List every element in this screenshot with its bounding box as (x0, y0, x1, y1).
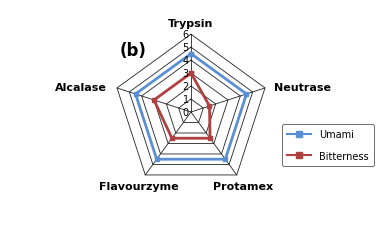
Text: (b): (b) (120, 41, 147, 59)
Text: 5: 5 (183, 43, 189, 53)
Text: 0: 0 (183, 108, 189, 117)
Text: 6: 6 (183, 30, 189, 40)
Text: Trypsin: Trypsin (168, 19, 214, 29)
Legend: Umami, Bitterness: Umami, Bitterness (282, 125, 374, 166)
Text: 3: 3 (183, 69, 189, 79)
Text: 2: 2 (183, 82, 189, 92)
Text: Alcalase: Alcalase (55, 82, 107, 92)
Text: 4: 4 (183, 56, 189, 66)
Text: Flavourzyme: Flavourzyme (99, 182, 179, 191)
Text: 1: 1 (183, 94, 189, 105)
Text: Neutrase: Neutrase (274, 82, 331, 92)
Text: Protamex: Protamex (213, 182, 273, 191)
